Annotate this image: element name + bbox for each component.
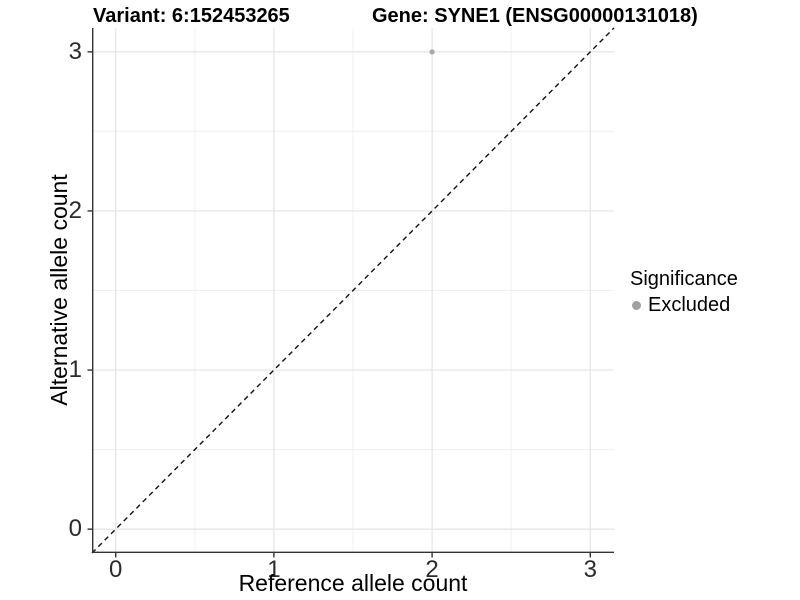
- legend-key-dot: [632, 300, 641, 310]
- legend-entry: Excluded: [632, 293, 738, 317]
- x-tick-label: 3: [583, 556, 597, 583]
- plot-area-svg: [87, 27, 615, 558]
- x-tick-label: 2: [425, 556, 439, 583]
- y-axis-title-text: Alternative allele count: [46, 174, 72, 406]
- y-tick-label: 2: [68, 196, 82, 224]
- x-tick-label: 0: [109, 556, 123, 583]
- legend-entry-label: Excluded: [648, 294, 731, 316]
- identity-line: [91, 27, 615, 554]
- y-tick-label: 3: [68, 37, 82, 65]
- data-point: [429, 49, 435, 55]
- y-tick-label: 1: [68, 356, 82, 384]
- x-axis-title: Reference allele count: [238, 570, 468, 596]
- legend-title: Significance: [630, 268, 738, 290]
- x-tick-label: 1: [267, 556, 281, 583]
- legend-entries: Excluded: [630, 293, 738, 317]
- variant-title: Variant: 6:152453265: [93, 5, 290, 27]
- legend: Significance Excluded: [630, 267, 738, 317]
- plot-panel: [87, 27, 615, 558]
- y-tick-label: 0: [68, 515, 82, 543]
- gene-title: Gene: SYNE1 (ENSG00000131018): [372, 5, 698, 27]
